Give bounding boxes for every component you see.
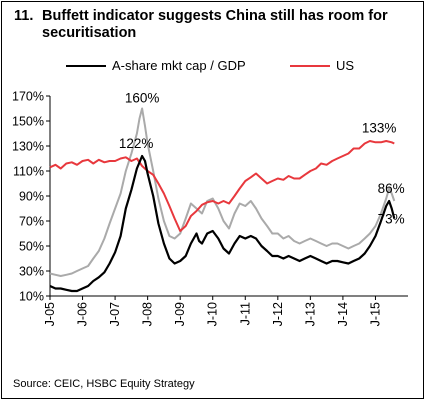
y-tick-label: 10% bbox=[19, 290, 44, 304]
y-tick-label: 170% bbox=[12, 90, 44, 104]
legend-swatch-us bbox=[290, 64, 330, 67]
series-line-grey bbox=[49, 107, 396, 277]
x-tick-label: J-12 bbox=[271, 302, 285, 326]
annotation-label: 122% bbox=[119, 136, 154, 151]
x-tick-label: J-13 bbox=[303, 302, 317, 326]
legend-item-a-share: A-share mkt cap / GDP bbox=[66, 58, 246, 73]
legend-label-us: US bbox=[336, 58, 355, 73]
y-tick-label: 70% bbox=[19, 215, 44, 229]
y-tick-label: 110% bbox=[13, 165, 44, 179]
x-tick-label: J-14 bbox=[336, 302, 350, 326]
y-tick-label: 50% bbox=[19, 240, 44, 254]
annotation-label: 160% bbox=[125, 91, 160, 106]
source-note: Source: CEIC, HSBC Equity Strategy bbox=[13, 378, 195, 390]
legend-item-us: US bbox=[290, 58, 354, 73]
annotation-label: 86% bbox=[378, 181, 405, 196]
x-tick-label: J-11 bbox=[238, 302, 252, 325]
legend-label-a-share: A-share mkt cap / GDP bbox=[112, 58, 246, 73]
x-tick-label: J-06 bbox=[76, 302, 90, 326]
x-tick-label: J-09 bbox=[173, 302, 187, 326]
series-line-a-share bbox=[49, 154, 396, 293]
x-tick-label: J-10 bbox=[206, 302, 220, 326]
x-tick-label: J-08 bbox=[141, 302, 155, 326]
legend-swatch-a-share bbox=[66, 64, 106, 67]
y-tick-label: 150% bbox=[12, 115, 44, 129]
x-tick-label: J-15 bbox=[368, 302, 382, 326]
annotation-label: 73% bbox=[378, 211, 405, 226]
x-tick-label: J-07 bbox=[108, 302, 122, 326]
chart-legend: A-share mkt cap / GDP US bbox=[0, 58, 427, 76]
series-line-us bbox=[49, 140, 395, 232]
y-tick-label: 30% bbox=[19, 265, 44, 279]
figure-title-line1: Buffett indicator suggests China still h… bbox=[42, 8, 388, 24]
figure-number: 11. bbox=[14, 8, 34, 24]
y-tick-label: 130% bbox=[12, 140, 44, 154]
figure-title: 11. Buffett indicator suggests China sti… bbox=[14, 8, 414, 41]
x-tick-label: J-05 bbox=[43, 302, 57, 326]
annotation-label: 133% bbox=[362, 120, 397, 135]
figure-title-line2: securitisation bbox=[42, 25, 137, 41]
y-tick-label: 90% bbox=[19, 190, 44, 204]
